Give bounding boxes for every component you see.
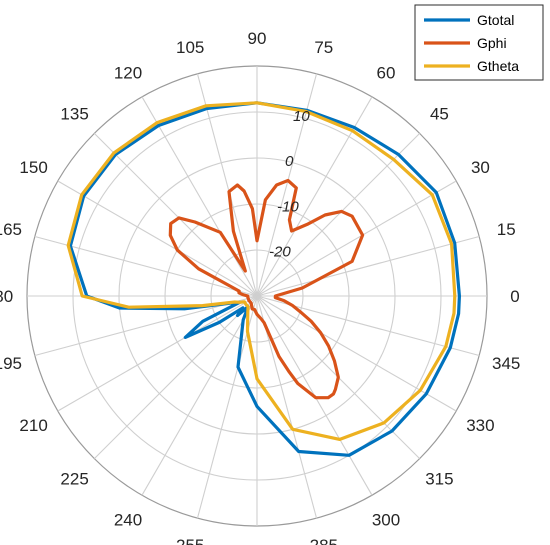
legend-label-gphi: Gphi — [477, 35, 507, 51]
angle-tick-label: 0 — [510, 287, 519, 306]
legend-label-gtotal: Gtotal — [477, 12, 514, 28]
angular-grid-line — [256, 295, 457, 412]
radial-tick-label: -20 — [269, 244, 291, 261]
angle-tick-label: 75 — [314, 38, 333, 57]
angle-tick-label: 210 — [19, 416, 47, 435]
angle-tick-label: 60 — [377, 64, 396, 83]
angle-tick-label: 120 — [114, 64, 142, 83]
radial-tick-label: -10 — [277, 198, 299, 215]
angular-grid-line — [141, 295, 258, 496]
angular-grid-line — [93, 295, 258, 460]
angular-grid-line — [93, 132, 258, 297]
series-line-gtotal — [68, 101, 461, 457]
angle-tick-label: 195 — [0, 354, 22, 373]
angular-grid-line — [196, 73, 258, 297]
legend-label-gtheta: Gtheta — [477, 58, 519, 74]
angular-grid-line — [57, 180, 258, 297]
radial-tick-label: 0 — [285, 153, 294, 170]
angle-tick-label: 240 — [114, 510, 142, 529]
angle-tick-label: 255 — [176, 536, 204, 545]
angle-tick-label: 330 — [466, 416, 494, 435]
angle-tick-label: 300 — [372, 510, 400, 529]
angular-grid-line — [256, 235, 480, 297]
angle-tick-label: 180 — [0, 287, 13, 306]
angle-tick-label: 285 — [310, 536, 338, 545]
angle-tick-label: 315 — [425, 469, 453, 488]
angle-tick-labels: 0 15 30 45 60 75 90 105 120 135 150 165 180 195 210 225… — [0, 29, 520, 545]
angle-tick-label: 90 — [248, 29, 267, 48]
series-lines — [66, 101, 461, 457]
series-line-gphi — [168, 178, 365, 400]
angular-grid-lines — [27, 66, 487, 526]
angle-tick-label: 135 — [60, 105, 88, 124]
angle-tick-label: 345 — [492, 354, 520, 373]
legend-entry: Gphi — [424, 35, 507, 51]
legend: Gtotal Gphi Gtheta — [414, 4, 544, 81]
angle-tick-label: 105 — [176, 38, 204, 57]
angle-tick-label: 45 — [430, 105, 449, 124]
angular-grid-line — [256, 180, 457, 297]
angular-grid-line — [141, 96, 258, 297]
angle-tick-label: 165 — [0, 220, 22, 239]
series-line-gtheta — [66, 101, 457, 441]
radial-tick-labels: -20 -10 0 10 — [269, 108, 310, 261]
legend-entry: Gtotal — [424, 12, 514, 28]
radial-tick-label: 10 — [293, 108, 310, 125]
angle-tick-label: 30 — [471, 158, 490, 177]
angular-grid-line — [57, 295, 258, 412]
legend-entry: Gtheta — [424, 58, 519, 74]
angle-tick-label: 15 — [497, 220, 516, 239]
angle-tick-label: 150 — [19, 158, 47, 177]
angle-tick-label: 225 — [60, 469, 88, 488]
